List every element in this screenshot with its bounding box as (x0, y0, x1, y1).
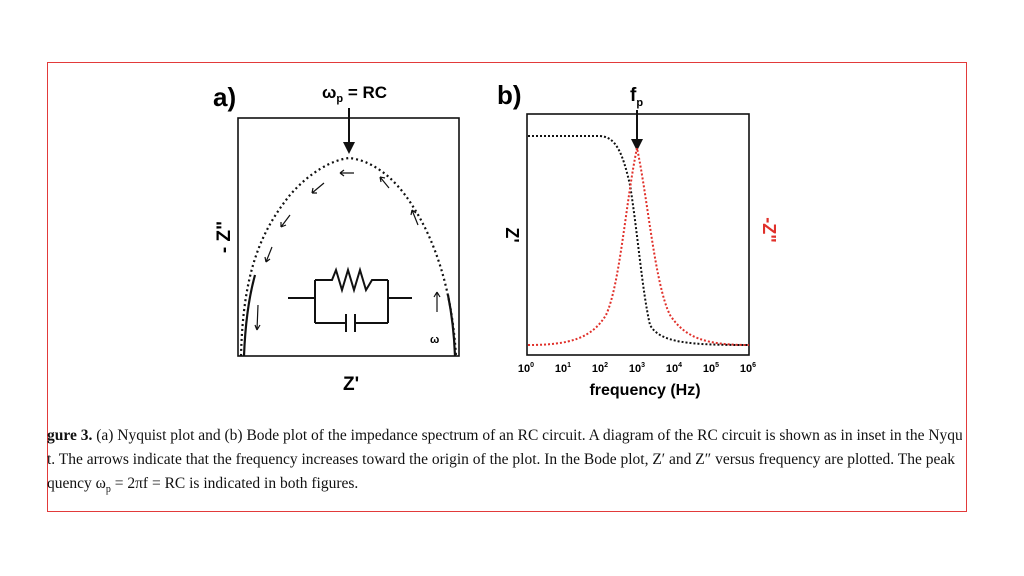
panel-b-label: b) (497, 80, 522, 110)
rc-circuit-icon (288, 266, 412, 332)
nyquist-semicircle (239, 156, 458, 357)
panel-b-ylabel-right: -Z" (759, 217, 779, 243)
caption-line-3: quency ωp = 2πf = RC is indicated in bot… (47, 472, 962, 502)
figure-frame (47, 62, 967, 512)
nyquist-direction-arrows (254, 169, 441, 331)
figure-caption: gure 3. (a) Nyquist plot and (b) Bode pl… (47, 424, 962, 502)
tick-label: 106 (740, 362, 756, 375)
panel-a-peak-arrowhead (343, 142, 355, 154)
caption-line-3-sub: p (105, 484, 111, 496)
tick-label: 102 (592, 362, 608, 375)
panel-a-xlabel: Z' (343, 374, 359, 395)
panel-b-tick-labels: 100 101 102 103 104 105 106 (518, 362, 756, 375)
tick-label: 101 (555, 362, 571, 375)
caption-line-1: gure 3. (a) Nyquist plot and (b) Bode pl… (47, 424, 962, 448)
tick-label: 100 (518, 362, 534, 375)
caption-line-3-rest: = 2πf = RC is indicated in both figures. (110, 475, 359, 492)
bode-zreal-curve (528, 135, 750, 346)
caption-figure-number: gure 3. (47, 427, 93, 444)
tick-label: 103 (629, 362, 645, 375)
caption-line-2: t. The arrows indicate that the frequenc… (47, 451, 955, 468)
caption-line-3-start: quency ω (47, 475, 106, 492)
panel-b-plot-area (526, 113, 750, 356)
caption-line-1-text: (a) Nyquist plot and (b) Bode plot of th… (92, 427, 962, 444)
panel-b-peak-label: fp (630, 85, 643, 109)
panel-a-label: a) (213, 82, 236, 112)
panel-a-plot-area (237, 117, 460, 357)
omega-label: ω (430, 334, 439, 346)
panel-b-ylabel-left: Z' (502, 227, 522, 242)
panel-b-peak-arrowhead (631, 139, 643, 151)
panel-a-ylabel: - Z" (214, 221, 235, 253)
panel-b-xlabel: frequency (Hz) (589, 382, 700, 399)
tick-label: 104 (666, 362, 682, 375)
panel-a-peak-label: ωp = RC (322, 83, 387, 105)
nyquist-low-tail (242, 274, 257, 357)
bode-zimag-curve (527, 147, 750, 346)
tick-label: 105 (703, 362, 719, 375)
nyquist-high-tail (446, 294, 457, 357)
